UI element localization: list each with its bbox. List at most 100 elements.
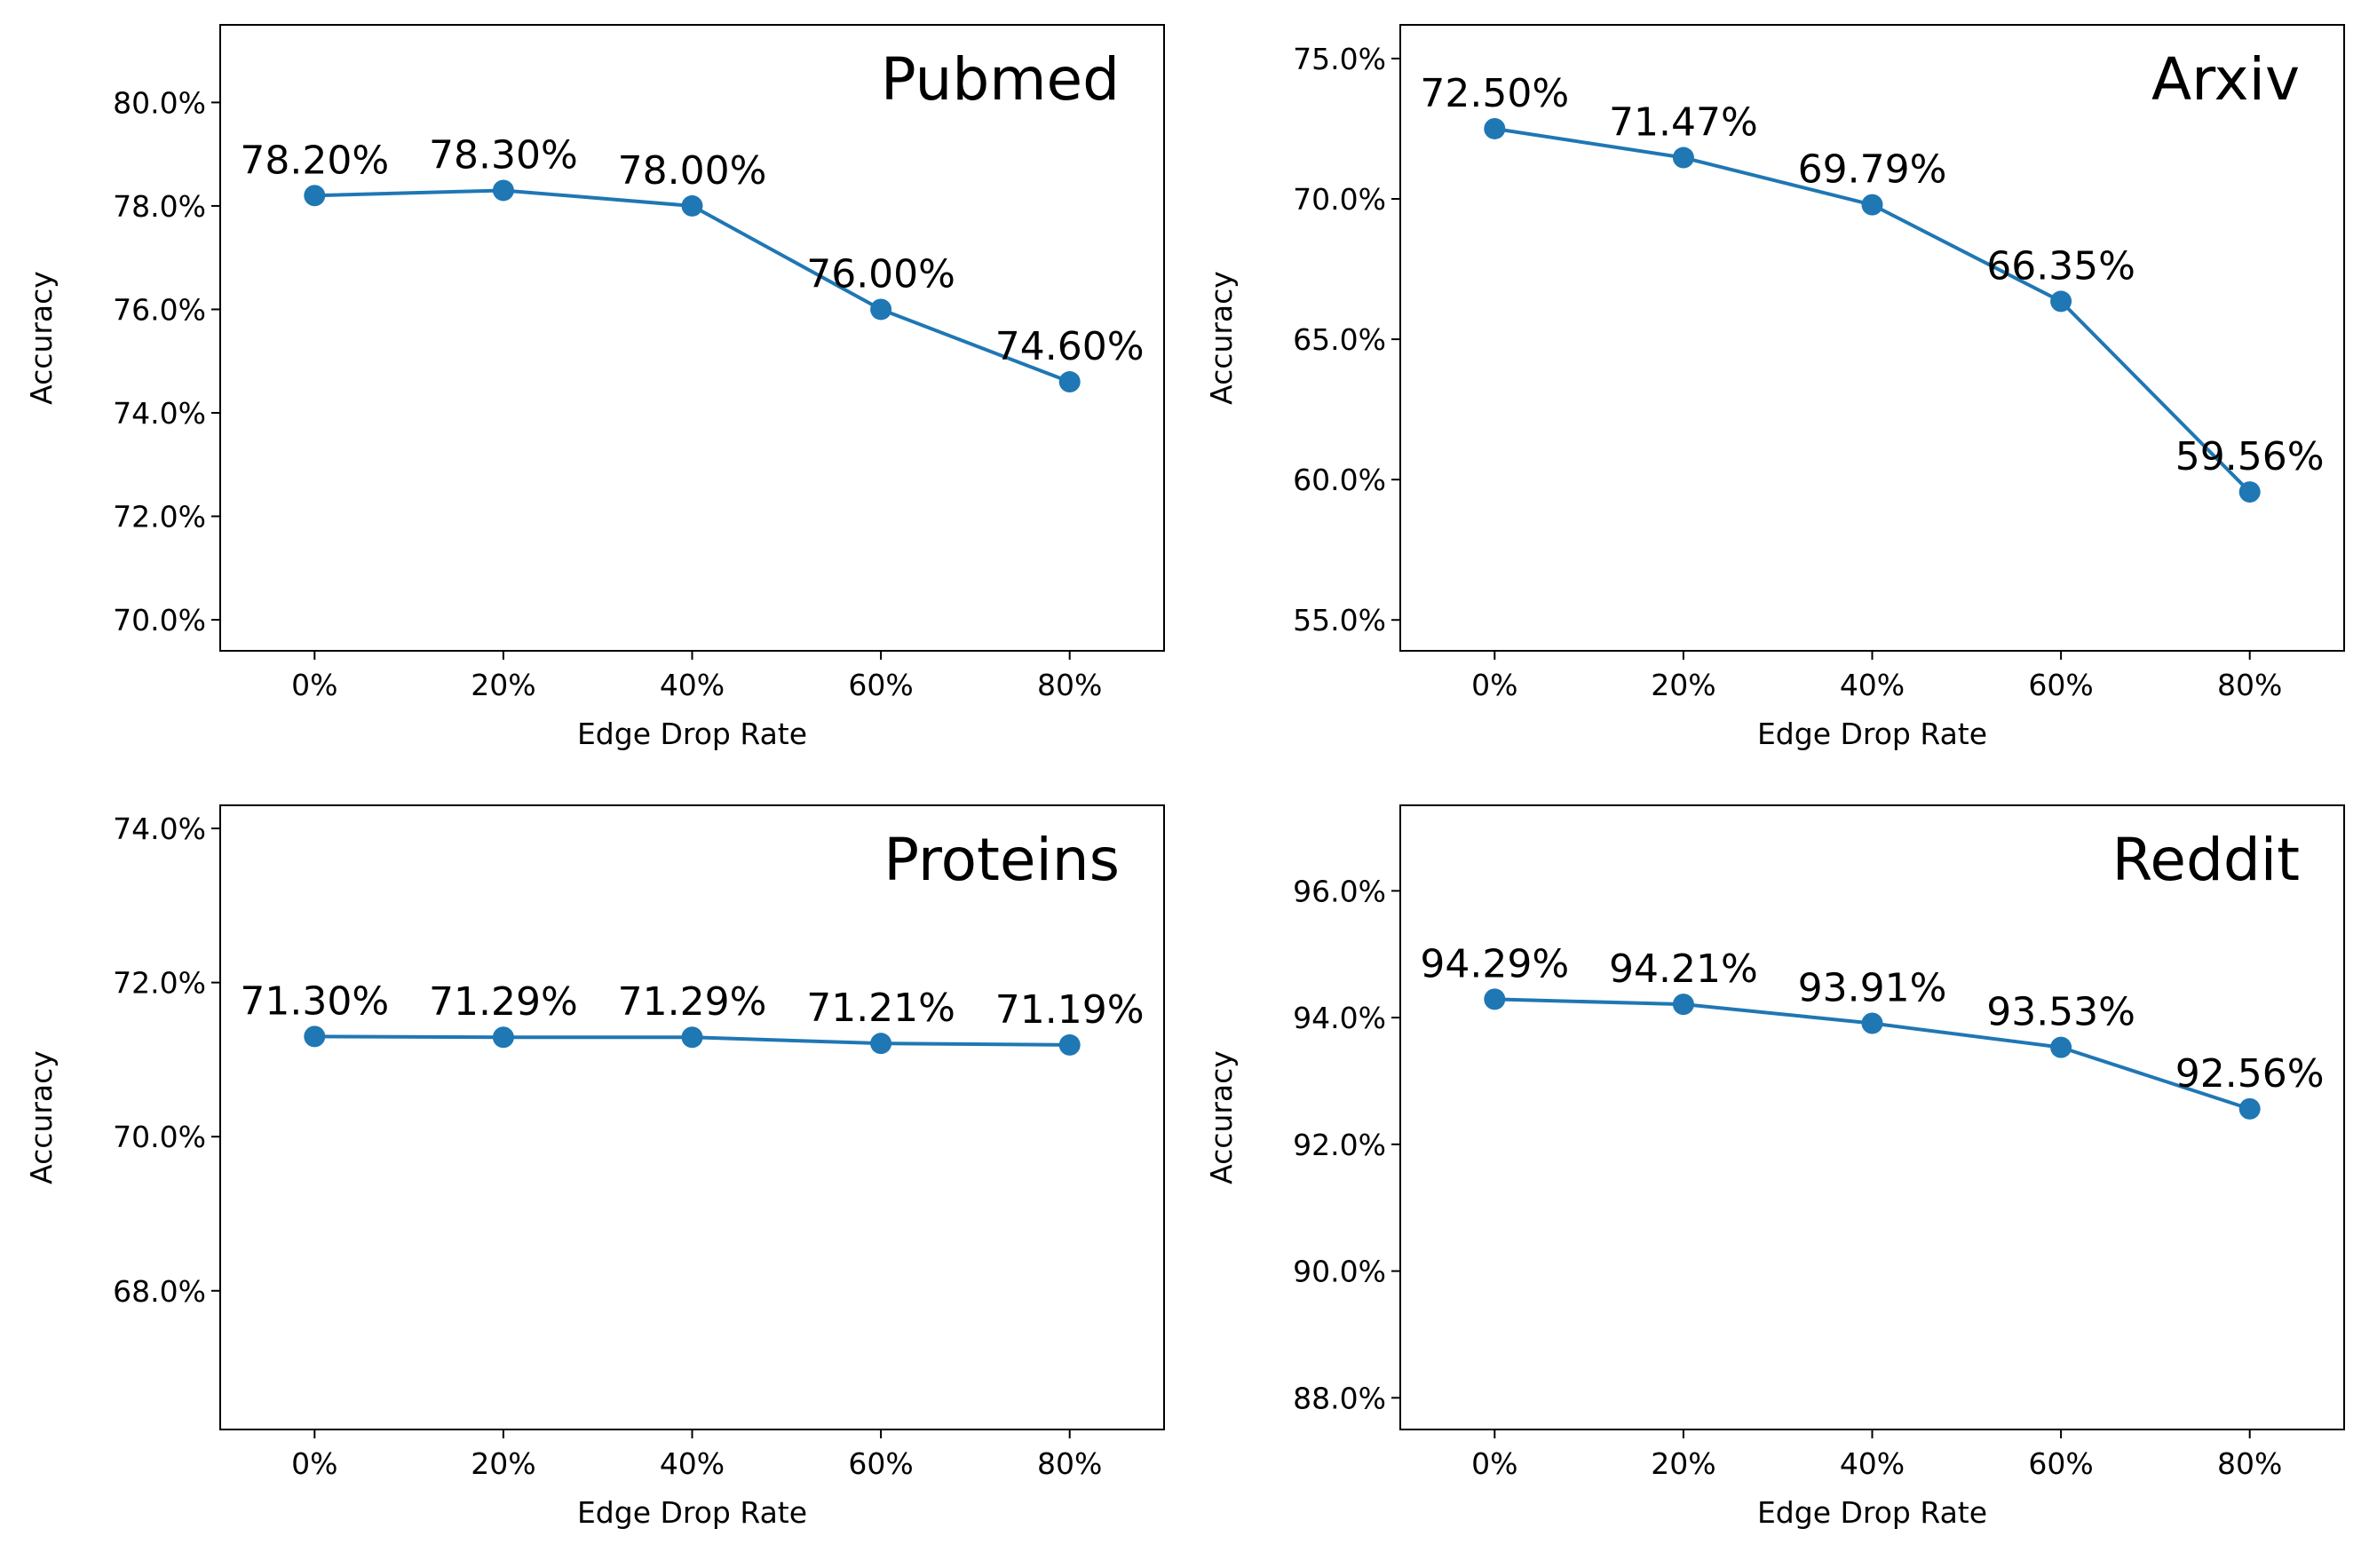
data-point bbox=[492, 1026, 514, 1049]
data-label: 92.56% bbox=[2175, 1051, 2325, 1097]
data-point bbox=[1861, 194, 1883, 216]
y-tick-label: 88.0% bbox=[1293, 1381, 1386, 1415]
plot-frame bbox=[1399, 804, 2345, 1430]
data-point bbox=[2238, 481, 2261, 503]
data-point bbox=[1672, 994, 1694, 1016]
y-tick-label: 60.0% bbox=[1293, 463, 1386, 497]
data-label: 71.19% bbox=[995, 987, 1145, 1033]
x-tick-label: 40% bbox=[1840, 668, 1905, 702]
x-tick-label: 80% bbox=[1037, 1446, 1102, 1481]
x-axis-label: Edge Drop Rate bbox=[577, 717, 807, 751]
panel-arxiv: 55.0% 60.0% 65.0% 70.0% 75.0% 0% 20% 40% 60% 80% E… bbox=[1204, 24, 2345, 751]
data-label: 69.79% bbox=[1798, 147, 1947, 193]
x-tick-label: 80% bbox=[1037, 668, 1102, 702]
x-tick-label: 20% bbox=[471, 668, 535, 702]
data-label: 71.29% bbox=[618, 979, 767, 1025]
data-label: 76.00% bbox=[806, 251, 955, 297]
x-tick-label: 60% bbox=[2028, 668, 2093, 702]
series-line bbox=[314, 188, 1071, 384]
data-label: 93.53% bbox=[1986, 990, 2135, 1035]
data-point bbox=[1484, 988, 1506, 1010]
data-point bbox=[304, 185, 326, 207]
x-tick-label: 80% bbox=[2217, 668, 2282, 702]
y-tick-label: 70.0% bbox=[1293, 182, 1386, 217]
data-point bbox=[2050, 290, 2072, 313]
y-tick-label: 70.0% bbox=[113, 603, 206, 637]
data-label: 78.30% bbox=[429, 132, 578, 178]
data-label: 71.21% bbox=[806, 986, 955, 1031]
y-tick-label: 55.0% bbox=[1293, 603, 1386, 637]
panel-proteins: 68.0% 70.0% 72.0% 74.0% 0% 20% 40% 60% 80% Edge D… bbox=[24, 804, 1165, 1530]
x-axis-label: Edge Drop Rate bbox=[1757, 717, 1987, 751]
y-tick-label: 75.0% bbox=[1293, 42, 1386, 76]
data-point bbox=[681, 194, 703, 217]
data-point bbox=[2050, 1036, 2072, 1058]
y-axis-label: Accuracy bbox=[1204, 271, 1239, 405]
data-point bbox=[1058, 371, 1081, 393]
data-label: 71.29% bbox=[429, 979, 578, 1025]
y-tick-label: 94.0% bbox=[1293, 1001, 1386, 1035]
y-tick-label: 78.0% bbox=[113, 189, 206, 224]
data-point bbox=[870, 1033, 892, 1055]
data-label: 93.91% bbox=[1798, 966, 1947, 1011]
plot-frame bbox=[1399, 24, 2345, 652]
data-point bbox=[1861, 1012, 1883, 1034]
data-label: 78.00% bbox=[618, 148, 767, 194]
x-tick-label: 0% bbox=[291, 1446, 337, 1481]
data-point bbox=[870, 298, 892, 321]
x-tick-label: 60% bbox=[2028, 1446, 2093, 1481]
x-tick-label: 0% bbox=[291, 668, 337, 702]
panel-title: Reddit bbox=[2112, 826, 2300, 894]
x-tick-label: 0% bbox=[1471, 1446, 1517, 1481]
y-tick-label: 92.0% bbox=[1293, 1128, 1386, 1162]
data-label: 59.56% bbox=[2175, 434, 2325, 479]
data-label: 94.21% bbox=[1609, 946, 1758, 992]
x-tick-label: 40% bbox=[1840, 1446, 1905, 1481]
x-tick-label: 40% bbox=[660, 1446, 725, 1481]
y-tick-label: 72.0% bbox=[113, 966, 206, 1001]
data-point bbox=[1672, 147, 1694, 169]
x-tick-label: 80% bbox=[2217, 1446, 2282, 1481]
y-axis-label: Accuracy bbox=[1204, 1050, 1239, 1184]
panel-pubmed: 70.0% 72.0% 74.0% 76.0% 78.0% 80.0% 0% 20% 40% 60… bbox=[24, 24, 1165, 751]
data-point bbox=[681, 1026, 703, 1049]
y-axis-label: Accuracy bbox=[24, 271, 59, 405]
y-tick-label: 72.0% bbox=[113, 500, 206, 535]
x-tick-label: 60% bbox=[848, 668, 913, 702]
panel-title: Pubmed bbox=[881, 45, 1120, 114]
y-tick-label: 74.0% bbox=[113, 396, 206, 431]
y-tick-label: 90.0% bbox=[1293, 1255, 1386, 1289]
x-tick-label: 60% bbox=[848, 1446, 913, 1481]
data-label: 72.50% bbox=[1420, 71, 1569, 116]
x-tick-label: 20% bbox=[1651, 668, 1715, 702]
data-point bbox=[2238, 1097, 2261, 1120]
y-tick-label: 76.0% bbox=[113, 292, 206, 327]
data-point bbox=[1058, 1033, 1081, 1056]
plot-frame bbox=[219, 804, 1165, 1430]
x-tick-label: 20% bbox=[471, 1446, 535, 1481]
data-label: 94.29% bbox=[1420, 941, 1569, 986]
x-tick-label: 0% bbox=[1471, 668, 1517, 702]
data-point bbox=[1484, 117, 1506, 139]
x-axis-label: Edge Drop Rate bbox=[1757, 1495, 1987, 1530]
y-tick-label: 74.0% bbox=[113, 812, 206, 846]
x-axis-label: Edge Drop Rate bbox=[577, 1495, 807, 1530]
data-label: 74.60% bbox=[995, 324, 1145, 369]
data-label: 71.30% bbox=[240, 978, 389, 1024]
data-label: 66.35% bbox=[1986, 243, 2135, 289]
panel-title: Proteins bbox=[883, 826, 1120, 894]
data-label: 71.47% bbox=[1609, 100, 1758, 146]
panel-reddit: 88.0% 90.0% 92.0% 94.0% 96.0% 0% 20% 40% 60% 80% E… bbox=[1204, 804, 2345, 1530]
x-tick-label: 20% bbox=[1651, 1446, 1715, 1481]
data-point bbox=[304, 1026, 326, 1048]
y-axis-label: Accuracy bbox=[24, 1050, 59, 1184]
y-tick-label: 70.0% bbox=[113, 1120, 206, 1154]
panel-title: Arxiv bbox=[2151, 45, 2300, 114]
y-tick-label: 65.0% bbox=[1293, 322, 1386, 357]
data-point bbox=[492, 179, 514, 202]
y-tick-label: 96.0% bbox=[1293, 874, 1386, 908]
y-tick-label: 80.0% bbox=[113, 85, 206, 120]
y-tick-label: 68.0% bbox=[113, 1274, 206, 1309]
data-label: 78.20% bbox=[240, 138, 389, 183]
